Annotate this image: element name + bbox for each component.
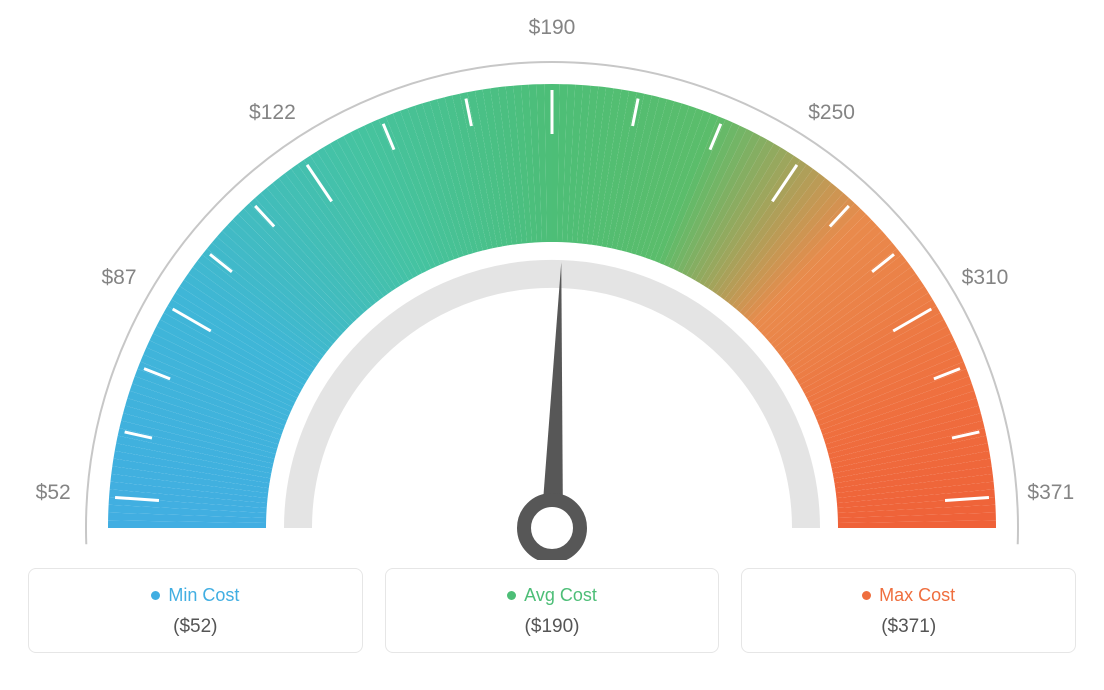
needle	[541, 262, 563, 528]
tick-label: $52	[36, 481, 71, 505]
tick-label: $310	[962, 266, 1009, 290]
needle-hub	[524, 500, 580, 556]
legend-label-min: Min Cost	[168, 585, 239, 606]
legend-dot-max	[862, 591, 871, 600]
legend-label-max: Max Cost	[879, 585, 955, 606]
tick-label: $190	[529, 16, 576, 40]
legend-value-max: ($371)	[752, 616, 1065, 638]
legend-label-avg: Avg Cost	[524, 585, 597, 606]
tick-label: $250	[808, 101, 855, 125]
legend-title-avg: Avg Cost	[507, 585, 597, 606]
legend-dot-min	[151, 591, 160, 600]
tick-label: $371	[1027, 481, 1074, 505]
legend-card-max: Max Cost ($371)	[741, 568, 1076, 653]
tick-label: $87	[101, 266, 136, 290]
legend-value-min: ($52)	[39, 616, 352, 638]
legend-card-min: Min Cost ($52)	[28, 568, 363, 653]
legend-row: Min Cost ($52) Avg Cost ($190) Max Cost …	[0, 568, 1104, 653]
legend-dot-avg	[507, 591, 516, 600]
legend-title-min: Min Cost	[151, 585, 239, 606]
legend-value-avg: ($190)	[396, 616, 709, 638]
legend-title-max: Max Cost	[862, 585, 955, 606]
legend-card-avg: Avg Cost ($190)	[385, 568, 720, 653]
tick-label: $122	[249, 101, 296, 125]
gauge-svg	[0, 0, 1104, 560]
gauge-chart: $52 $87 $122 $190 $250 $310 $371	[0, 0, 1104, 560]
